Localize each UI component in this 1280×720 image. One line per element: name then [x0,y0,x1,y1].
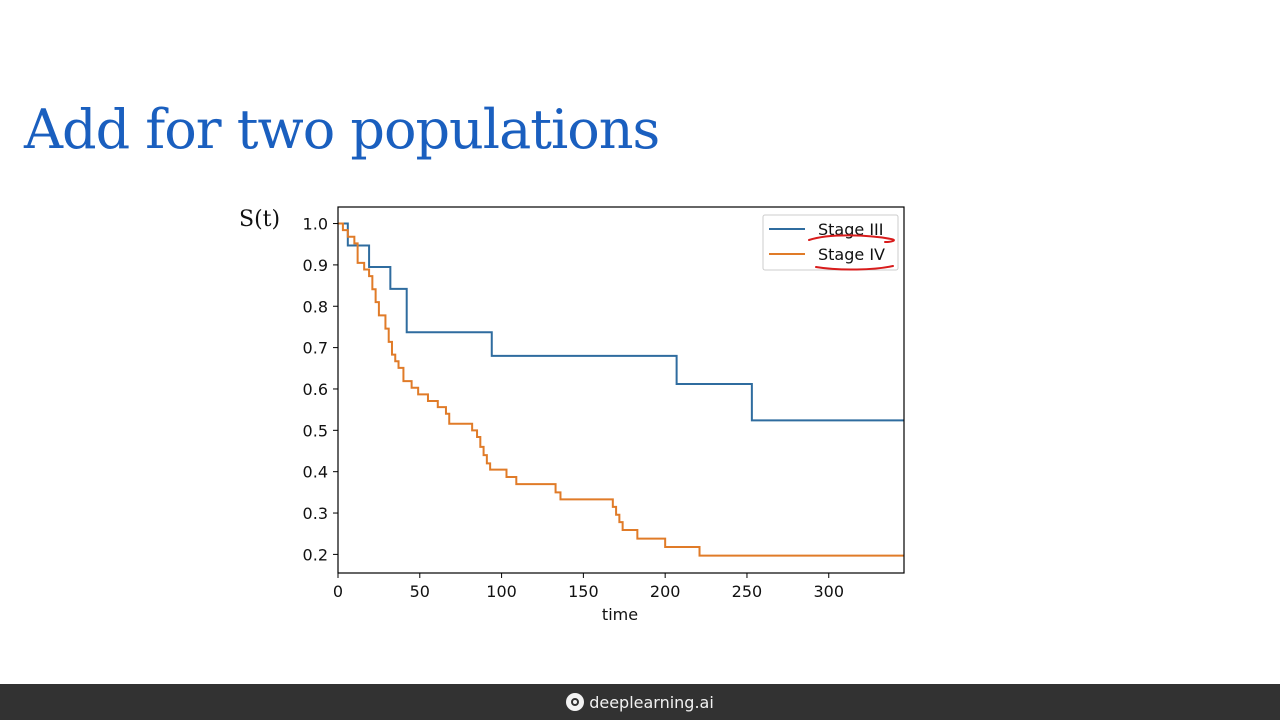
footer-bar: deeplearning.ai [0,684,1280,720]
x-tick-label: 200 [650,582,681,601]
chart-svg: 0 50 100 150 200 250 300 1.0 0.9 0.8 0.7 0.6 0.5 0.4 0… [303,206,905,601]
x-tick-label: 50 [410,582,430,601]
x-axis-label-text: time [601,605,639,624]
brand-name: deeplearning.ai [589,692,714,712]
y-axis-label: S(t) [239,207,281,232]
y-tick-label: 0.4 [303,463,328,482]
x-tick-label: 150 [568,582,599,601]
x-tick-label: 100 [486,582,517,601]
axes-frame [337,206,905,574]
y-tick-label: 0.2 [303,545,328,564]
legend-entry-label: Stage IV [818,245,885,264]
x-tick-label: 250 [732,582,763,601]
y-tick-label: 0.3 [303,504,328,523]
y-tick-label: 0.5 [303,421,328,440]
y-tick-label: 0.9 [303,256,328,275]
x-tick-label: 300 [813,582,844,601]
deeplearning-logo-icon [566,693,585,711]
annotation-underline-stage-iii [808,234,895,243]
y-tick-label: 0.8 [303,297,328,316]
series-line-stage-iv [338,222,904,557]
survival-chart: S(t) 0 50 100 150 200 250 300 1.0 0.9 0.8 0.7 0.6 0.… [230,195,920,635]
brand: deeplearning.ai [566,693,714,712]
x-tick-label: 0 [333,582,343,601]
page-title: Add for two populations [24,98,660,161]
y-tick-label: 0.7 [303,339,328,358]
annotation-underline-stage-iv [815,265,894,271]
legend-entry-label: Stage III [818,220,883,239]
y-tick-label: 0.6 [303,380,328,399]
y-tick-label: 1.0 [303,215,328,234]
